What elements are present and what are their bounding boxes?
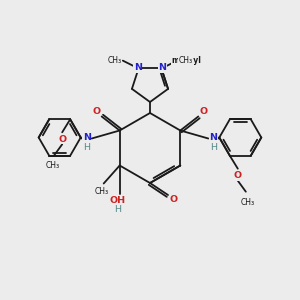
Text: CH₃: CH₃ [178, 56, 192, 65]
Text: O: O [234, 171, 242, 180]
Text: O: O [199, 107, 207, 116]
Text: N: N [134, 63, 142, 72]
Text: N: N [209, 133, 217, 142]
Text: O: O [93, 107, 101, 116]
Text: H: H [83, 143, 90, 152]
Text: N: N [158, 63, 166, 72]
Text: methyl: methyl [171, 56, 201, 65]
Text: CH₃: CH₃ [108, 56, 122, 65]
Text: H: H [210, 143, 217, 152]
Text: H: H [114, 205, 121, 214]
Text: CH₃: CH₃ [241, 198, 255, 207]
Text: CH₃: CH₃ [94, 187, 109, 196]
Text: CH₃: CH₃ [45, 161, 59, 170]
Text: O: O [58, 135, 66, 144]
Text: O: O [170, 194, 178, 203]
Text: OH: OH [110, 196, 126, 205]
Text: N: N [83, 133, 91, 142]
